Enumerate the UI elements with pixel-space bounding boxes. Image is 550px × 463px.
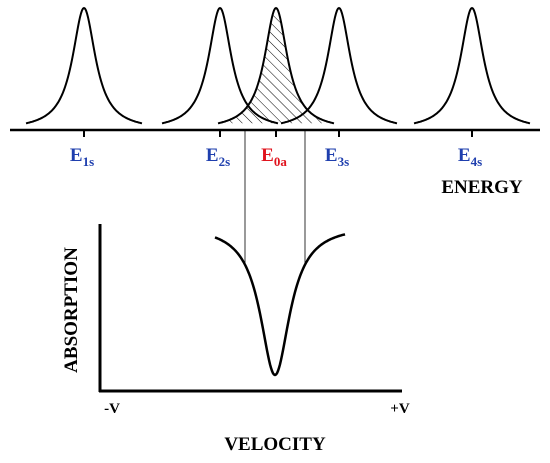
level-subscript: 4s	[471, 154, 483, 169]
absorption-axis-label: ABSORPTION	[61, 247, 82, 373]
peak	[413, 6, 531, 125]
level-subscript: 3s	[338, 154, 350, 169]
energy-level-label: E1s	[70, 145, 94, 169]
peak	[25, 6, 143, 125]
level-subscript: 0a	[274, 154, 288, 169]
energy-labels: E1s E2s E0a E3s E4s	[70, 145, 482, 169]
peak	[217, 6, 335, 125]
level-subscript: 1s	[83, 154, 95, 169]
energy-level-label: E3s	[325, 145, 349, 169]
level-subscript: 2s	[219, 154, 231, 169]
level-symbol: E	[206, 145, 219, 166]
energy-axis-label: ENERGY	[441, 177, 523, 198]
velocity-min-label: -V	[104, 401, 120, 417]
level-symbol: E	[458, 145, 471, 166]
absorption-curve	[214, 233, 346, 377]
level-symbol: E	[261, 145, 274, 166]
energy-level-label: E4s	[458, 145, 482, 169]
energy-level-label: E2s	[206, 145, 230, 169]
level-symbol: E	[70, 145, 83, 166]
velocity-max-label: +V	[390, 401, 410, 417]
energy-peaks	[25, 6, 531, 137]
velocity-axis-label: VELOCITY	[224, 434, 326, 455]
level-symbol: E	[325, 145, 338, 166]
peak	[280, 6, 398, 125]
energy-level-label: E0a	[261, 145, 287, 169]
